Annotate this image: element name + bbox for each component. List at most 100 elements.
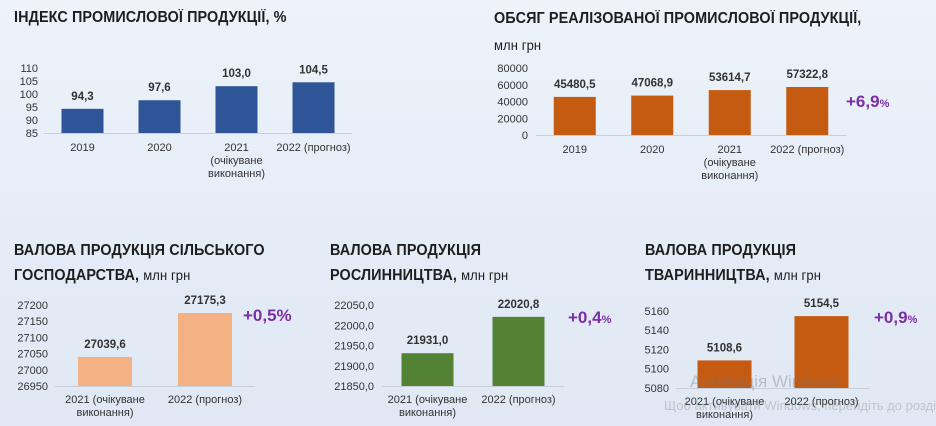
volume-chart-title: ОБСЯГ РЕАЛІЗОВАНОЇ ПРОМИСЛОВОЇ ПРОДУКЦІЇ… bbox=[494, 6, 861, 59]
crop-bar bbox=[492, 316, 545, 386]
livestock-growth: +0,9% bbox=[874, 308, 917, 328]
volume-bar bbox=[631, 95, 674, 135]
volume-category-label: (очікуване bbox=[704, 157, 756, 169]
volume-y-tick: 60000 bbox=[497, 80, 528, 92]
volume-bar bbox=[708, 90, 751, 135]
agri-y-tick: 27150 bbox=[17, 316, 48, 328]
agri-y-tick: 27100 bbox=[17, 332, 48, 344]
livestock-category-label: 2021 (очікуване bbox=[685, 396, 765, 408]
volume-data-label: 53614,7 bbox=[709, 72, 751, 84]
agri-y-tick: 27050 bbox=[17, 349, 48, 361]
livestock-title-unit: млн грн bbox=[773, 267, 822, 283]
crop-category-label: 2021 (очікуване bbox=[388, 394, 468, 406]
index-bar bbox=[292, 82, 335, 133]
volume-category-label: 2022 (прогноз) bbox=[770, 144, 844, 156]
index-data-label: 94,3 bbox=[71, 91, 93, 103]
volume-bar bbox=[786, 86, 829, 135]
crop-y-tick: 22000,0 bbox=[334, 320, 374, 332]
index-y-tick: 85 bbox=[26, 128, 38, 140]
index-bar bbox=[138, 100, 181, 133]
livestock-y-tick: 5120 bbox=[645, 344, 669, 356]
livestock-growth-value: +0,9 bbox=[874, 308, 908, 327]
agri-chart-title: ВАЛОВА ПРОДУКЦІЯ СІЛЬСЬКОГО ГОСПОДАРСТВА… bbox=[14, 239, 265, 288]
agri-growth-value: +0,5% bbox=[243, 306, 292, 325]
volume-growth: +6,9% bbox=[846, 92, 889, 112]
index-bar bbox=[61, 108, 104, 133]
windows-activation-hint: Щоб активувати Windows, перейдіть до роз… bbox=[664, 398, 936, 413]
index-y-tick: 105 bbox=[20, 76, 38, 88]
crop-category-label: виконання) bbox=[399, 407, 456, 419]
agri-data-label: 27039,6 bbox=[84, 339, 126, 351]
index-data-label: 97,6 bbox=[148, 82, 170, 94]
volume-bar bbox=[553, 96, 596, 135]
livestock-y-tick: 5140 bbox=[645, 325, 669, 337]
index-y-tick: 95 bbox=[26, 102, 38, 114]
volume-category-label: виконання) bbox=[701, 170, 758, 182]
livestock-category-label: 2022 (прогноз) bbox=[784, 396, 858, 408]
volume-category-label: 2020 bbox=[640, 144, 664, 156]
agri-data-label: 27175,3 bbox=[184, 295, 226, 307]
volume-growth-sign: % bbox=[879, 98, 890, 110]
crop-title-line1: ВАЛОВА ПРОДУКЦІЯ bbox=[330, 242, 482, 259]
crop-y-tick: 22050,0 bbox=[334, 300, 374, 312]
crop-title-line2: РОСЛИННИЦТВА, bbox=[330, 267, 458, 284]
agri-bar bbox=[78, 356, 132, 386]
volume-title-unit: млн грн bbox=[494, 37, 542, 53]
index-title-text: ІНДЕКС ПРОМИСЛОВОЇ ПРОДУКЦІЇ, % bbox=[14, 9, 287, 26]
agri-title-line2: ГОСПОДАРСТВА, bbox=[14, 267, 140, 284]
index-category-label: 2019 bbox=[70, 142, 94, 154]
agri-y-tick: 26950 bbox=[17, 381, 48, 393]
agri-y-tick: 27000 bbox=[17, 365, 48, 377]
livestock-growth-sign: % bbox=[907, 314, 918, 326]
index-data-label: 103,0 bbox=[222, 68, 251, 80]
volume-y-tick: 0 bbox=[522, 130, 528, 142]
index-y-tick: 110 bbox=[20, 63, 38, 75]
agri-growth: +0,5% bbox=[243, 306, 292, 326]
index-bar bbox=[215, 86, 258, 133]
volume-category-label: 2021 bbox=[718, 144, 742, 156]
volume-y-tick: 20000 bbox=[497, 113, 528, 125]
index-category-label: 2022 (прогноз) bbox=[276, 142, 350, 154]
livestock-data-label: 5154,5 bbox=[804, 298, 840, 310]
crop-data-label: 22020,8 bbox=[498, 299, 540, 311]
livestock-title-line1: ВАЛОВА ПРОДУКЦІЯ bbox=[645, 242, 797, 259]
index-category-label: виконання) bbox=[208, 168, 265, 180]
livestock-bar bbox=[794, 316, 849, 388]
crop-chart-title: ВАЛОВА ПРОДУКЦІЯ РОСЛИННИЦТВА, млн грн bbox=[330, 239, 508, 288]
crop-data-label: 21931,0 bbox=[407, 335, 449, 347]
crop-y-tick: 21900,0 bbox=[334, 361, 374, 373]
crop-growth-value: +0,4 bbox=[568, 308, 602, 327]
volume-growth-value: +6,9 bbox=[846, 92, 880, 111]
volume-data-label: 47068,9 bbox=[631, 78, 673, 90]
index-category-label: (очікуване bbox=[210, 155, 262, 167]
livestock-y-tick: 5080 bbox=[645, 383, 669, 395]
agri-y-tick: 27200 bbox=[17, 300, 48, 312]
index-category-label: 2021 bbox=[224, 142, 248, 154]
crop-title-unit: млн грн bbox=[461, 267, 509, 283]
agri-title-line1: ВАЛОВА ПРОДУКЦІЯ СІЛЬСЬКОГО bbox=[14, 242, 265, 259]
volume-title-line1: ОБСЯГ РЕАЛІЗОВАНОЇ ПРОМИСЛОВОЇ ПРОДУКЦІЇ… bbox=[494, 10, 862, 27]
crop-growth: +0,4% bbox=[568, 308, 611, 328]
livestock-y-tick: 5160 bbox=[645, 306, 669, 318]
crop-y-tick: 21850,0 bbox=[334, 381, 374, 393]
agri-title-unit: млн грн bbox=[143, 267, 191, 283]
livestock-bar bbox=[697, 360, 752, 388]
livestock-data-label: 5108,6 bbox=[707, 342, 742, 354]
index-data-label: 104,5 bbox=[299, 64, 328, 76]
index-y-tick: 100 bbox=[20, 89, 38, 101]
crop-category-label: 2022 (прогноз) bbox=[481, 394, 555, 406]
volume-y-tick: 40000 bbox=[497, 97, 528, 109]
agri-category-label: виконання) bbox=[76, 407, 133, 419]
crop-growth-sign: % bbox=[601, 314, 612, 326]
windows-activation-watermark: Активація Windows bbox=[690, 372, 841, 391]
crop-bar bbox=[401, 353, 454, 386]
volume-data-label: 45480,5 bbox=[554, 79, 596, 91]
livestock-category-label: виконання) bbox=[696, 409, 753, 421]
volume-category-label: 2019 bbox=[563, 144, 587, 156]
volume-data-label: 57322,8 bbox=[786, 69, 828, 81]
volume-y-tick: 80000 bbox=[497, 63, 528, 75]
agri-bar bbox=[178, 313, 232, 386]
livestock-y-tick: 5100 bbox=[645, 364, 669, 376]
index-y-tick: 90 bbox=[26, 115, 38, 127]
